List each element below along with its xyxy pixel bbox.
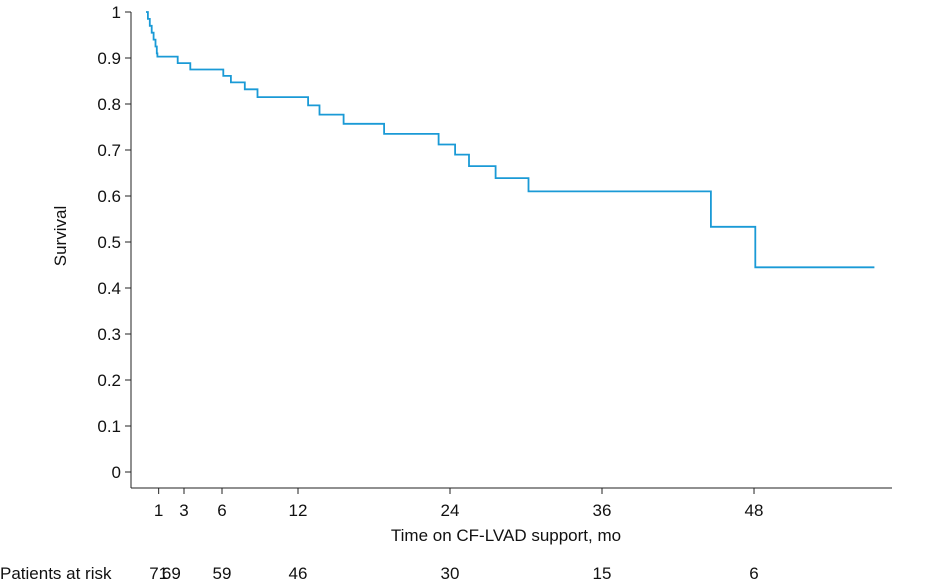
risk-table-value: 46	[289, 564, 308, 583]
x-tick-label: 24	[441, 501, 460, 520]
y-tick-label: 0.2	[97, 371, 121, 390]
y-tick-label: 0.5	[97, 233, 121, 252]
risk-table-value: 69	[162, 564, 181, 583]
y-tick-label: 0.3	[97, 325, 121, 344]
y-tick-label: 0.7	[97, 141, 121, 160]
risk-table-value: 71	[149, 564, 168, 583]
y-tick-label: 0.8	[97, 95, 121, 114]
x-tick-label: 36	[593, 501, 612, 520]
x-axis-ticks: 1 3 6 12 24 36 48	[154, 488, 764, 520]
x-axis-label: Time on CF-LVAD support, mo	[391, 526, 621, 545]
risk-table-label: Patients at risk	[0, 564, 112, 583]
y-tick-label: 0.6	[97, 187, 121, 206]
survival-curve	[146, 11, 875, 269]
x-tick-label: 6	[217, 501, 226, 520]
y-tick-label: 0	[112, 463, 121, 482]
y-axis-label: Survival	[51, 206, 70, 266]
x-tick-label: 12	[289, 501, 308, 520]
y-axis-ticks: 0 0.1 0.2 0.3 0.4 0.5 0.6 0.7 0.8 0.9 1	[97, 3, 131, 482]
y-tick-label: 0.4	[97, 279, 121, 298]
y-tick-label: 0.9	[97, 49, 121, 68]
x-tick-label: 3	[179, 501, 188, 520]
risk-table-value: 15	[593, 564, 612, 583]
y-tick-label: 0.1	[97, 417, 121, 436]
risk-table-value: 30	[441, 564, 460, 583]
x-tick-label: 48	[745, 501, 764, 520]
risk-table-value: 59	[213, 564, 232, 583]
x-tick-label: 1	[154, 501, 163, 520]
risk-table-value: 6	[749, 564, 758, 583]
y-tick-label: 1	[112, 3, 121, 22]
